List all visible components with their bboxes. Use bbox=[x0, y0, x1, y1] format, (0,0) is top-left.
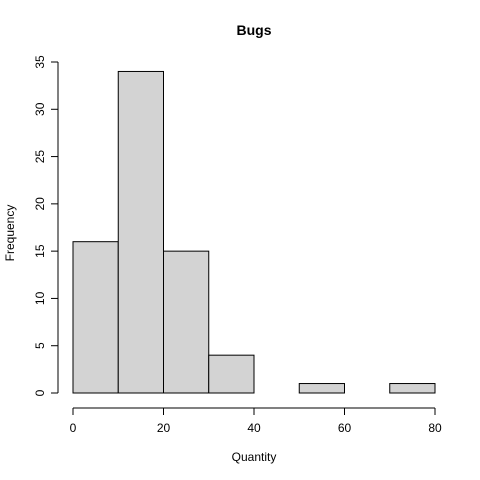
y-axis: 0 5 10 15 20 25 30 35 bbox=[33, 55, 59, 396]
bars-group bbox=[72, 70, 436, 394]
x-tick-label: 60 bbox=[338, 421, 352, 435]
y-tick-label: 10 bbox=[33, 291, 47, 305]
y-tick-label: 20 bbox=[33, 197, 47, 211]
y-tick-label: 5 bbox=[33, 342, 47, 349]
x-axis-label: Quantity bbox=[232, 450, 277, 464]
histogram-bar-70-80 bbox=[389, 383, 436, 394]
y-tick-label: 15 bbox=[33, 244, 47, 258]
histogram-bar-10-20 bbox=[117, 70, 164, 394]
y-tick-label: 0 bbox=[33, 389, 47, 396]
x-tick-label: 40 bbox=[247, 421, 261, 435]
chart-title: Bugs bbox=[237, 22, 272, 38]
y-tick-label: 30 bbox=[33, 102, 47, 116]
x-tick-label: 80 bbox=[428, 421, 442, 435]
histogram-bar-50-60 bbox=[298, 383, 345, 394]
y-tick-label: 25 bbox=[33, 150, 47, 164]
y-axis-label: Frequency bbox=[3, 205, 17, 262]
x-tick-label: 0 bbox=[70, 421, 77, 435]
x-tick-label: 20 bbox=[157, 421, 171, 435]
histogram-bar-0-10 bbox=[72, 241, 119, 394]
histogram-bar-30-40 bbox=[208, 354, 255, 394]
x-axis: 0 20 40 60 80 bbox=[70, 407, 442, 435]
y-tick-label: 35 bbox=[33, 55, 47, 69]
histogram-bar-20-30 bbox=[163, 250, 210, 394]
